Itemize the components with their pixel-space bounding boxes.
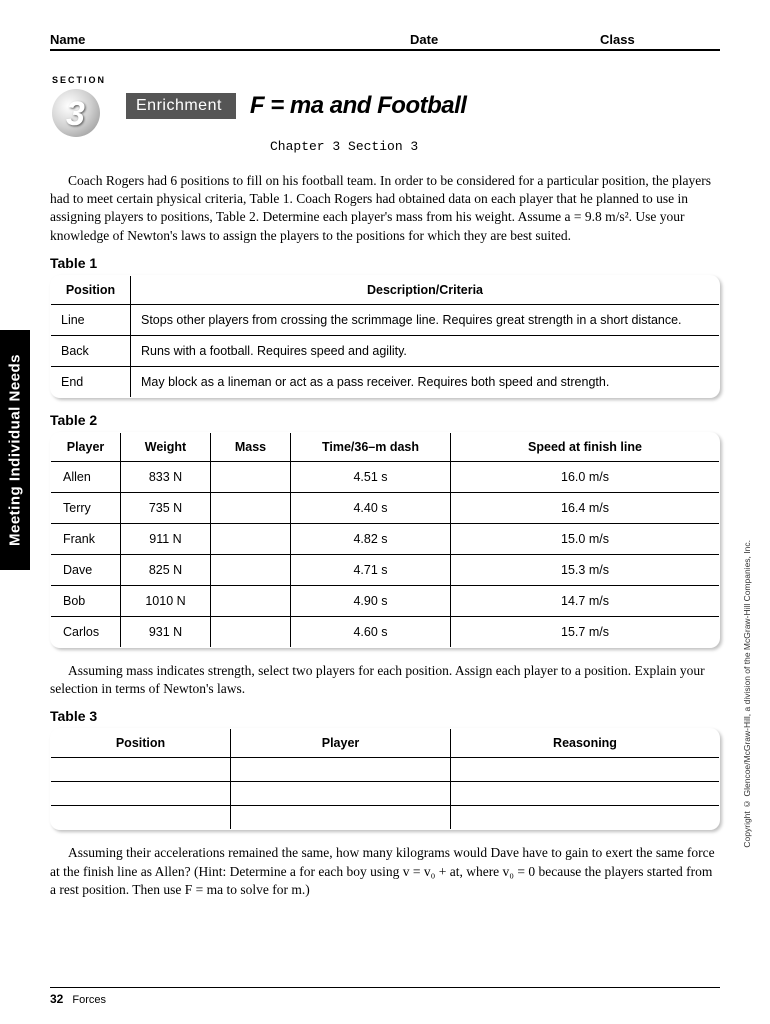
class-label: Class [600, 32, 720, 47]
t1-r1c0: Back [51, 335, 131, 366]
footer: 32 Forces [50, 987, 720, 1006]
subtitle: Chapter 3 Section 3 [270, 139, 720, 154]
copyright-text: Copyright © Glencoe/McGraw-Hill, a divis… [742, 540, 752, 848]
t3-h0: Position [51, 729, 231, 758]
table2-label: Table 2 [50, 412, 720, 428]
table3: Position Player Reasoning [50, 728, 720, 830]
t3-h1: Player [231, 729, 451, 758]
t1-r0c0: Line [51, 304, 131, 335]
table1-label: Table 1 [50, 255, 720, 271]
t2-h2: Mass [211, 432, 291, 461]
header-fields: Name Date Class [50, 32, 720, 51]
t1-h0: Position [51, 275, 131, 304]
t1-r2c0: End [51, 366, 131, 397]
t1-r1c1: Runs with a football. Requires speed and… [131, 335, 720, 366]
name-label: Name [50, 32, 410, 47]
section-badge: SECTION 3 [46, 75, 118, 137]
section-arc: SECTION [52, 75, 106, 85]
title-block: SECTION 3 Enrichment F = ma and Football [46, 75, 720, 137]
page-number: 32 [50, 992, 63, 1006]
page-title: F = ma and Football [250, 92, 467, 120]
t2-h4: Speed at finish line [451, 432, 720, 461]
section-number: 3 [66, 95, 85, 134]
t2-h1: Weight [121, 432, 211, 461]
enrichment-label: Enrichment [126, 93, 236, 119]
final-paragraph: Assuming their accelerations remained th… [50, 844, 720, 899]
date-label: Date [410, 32, 600, 47]
table3-label: Table 3 [50, 708, 720, 724]
t1-r2c1: May block as a lineman or act as a pass … [131, 366, 720, 397]
chapter-name: Forces [72, 994, 106, 1006]
t2-h3: Time/36–m dash [291, 432, 451, 461]
t3-h2: Reasoning [451, 729, 720, 758]
t1-h1: Description/Criteria [131, 275, 720, 304]
sidebar-tab: Meeting Individual Needs [0, 330, 30, 570]
intro-paragraph: Coach Rogers had 6 positions to fill on … [50, 172, 720, 245]
t2-h0: Player [51, 432, 121, 461]
table2: Player Weight Mass Time/36–m dash Speed … [50, 432, 720, 648]
table1: Position Description/Criteria LineStops … [50, 275, 720, 398]
t1-r0c1: Stops other players from crossing the sc… [131, 304, 720, 335]
mid-paragraph: Assuming mass indicates strength, select… [50, 662, 720, 698]
